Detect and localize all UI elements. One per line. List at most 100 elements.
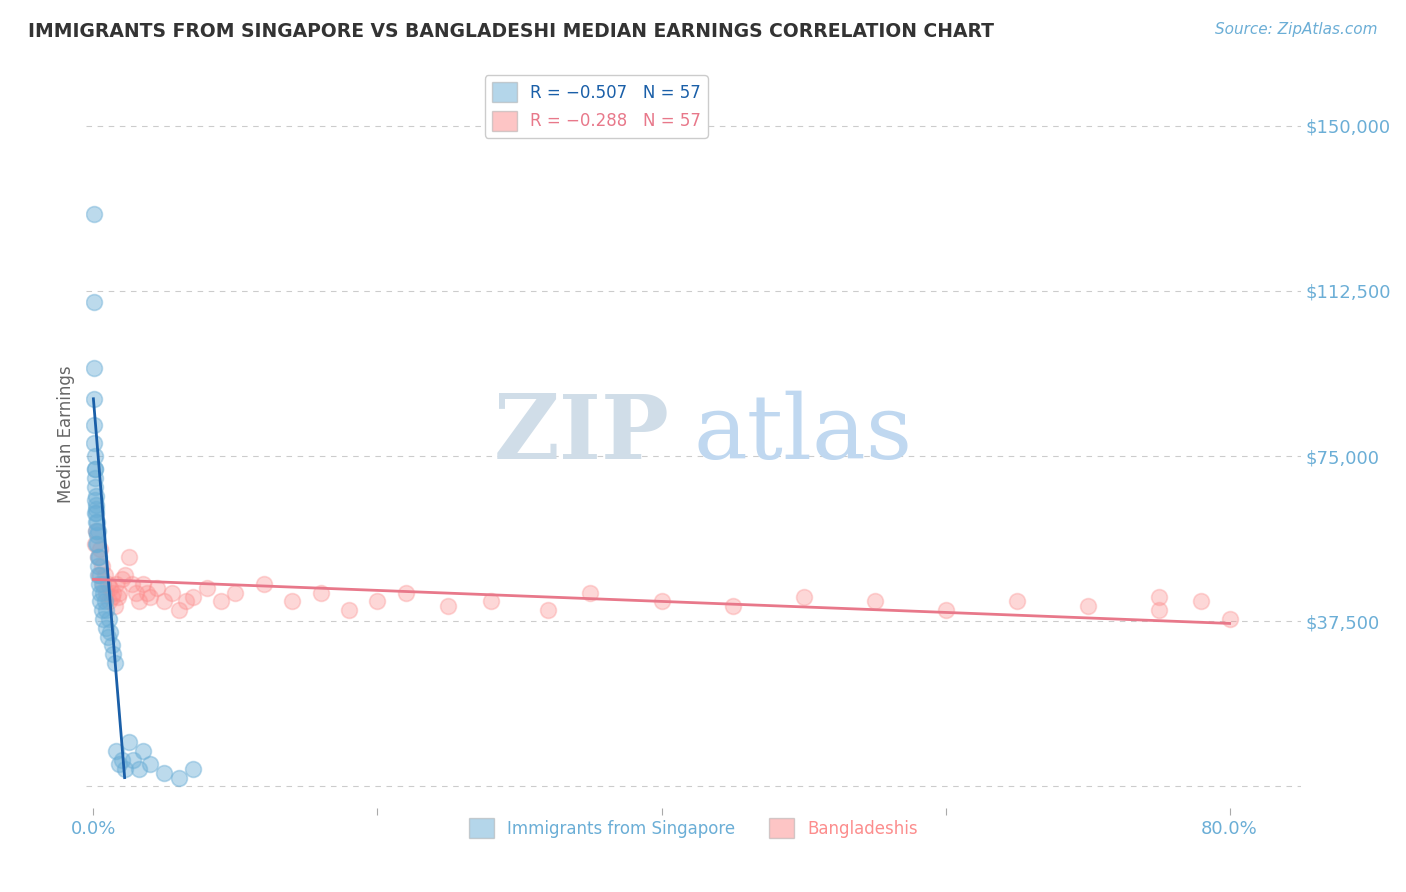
- Point: [90, 559, 112, 574]
- Point: [86, 537, 108, 551]
- Point: [87, 550, 110, 565]
- Point: [84, 471, 107, 485]
- Point: [83, 462, 105, 476]
- Point: [1147, 603, 1170, 617]
- Point: [89, 594, 111, 608]
- Point: [181, 762, 204, 776]
- Point: [100, 625, 122, 640]
- Point: [128, 762, 150, 776]
- Point: [108, 585, 131, 599]
- Point: [86, 550, 108, 565]
- Point: [122, 753, 145, 767]
- Point: [84, 515, 107, 529]
- Point: [83, 360, 105, 375]
- Point: [83, 537, 105, 551]
- Point: [103, 647, 125, 661]
- Point: [139, 757, 162, 772]
- Point: [84, 498, 107, 512]
- Point: [209, 594, 232, 608]
- Point: [153, 594, 176, 608]
- Point: [90, 603, 112, 617]
- Point: [83, 207, 105, 221]
- Point: [91, 585, 114, 599]
- Point: [83, 449, 105, 463]
- Point: [128, 594, 150, 608]
- Point: [104, 599, 127, 613]
- Point: [118, 735, 141, 749]
- Point: [83, 435, 105, 450]
- Point: [87, 559, 110, 574]
- Point: [1077, 599, 1099, 613]
- Point: [281, 594, 304, 608]
- Point: [97, 630, 120, 644]
- Point: [87, 576, 110, 591]
- Point: [86, 515, 108, 529]
- Point: [84, 506, 107, 520]
- Point: [96, 585, 118, 599]
- Point: [105, 576, 128, 591]
- Point: [83, 392, 105, 406]
- Point: [103, 585, 125, 599]
- Point: [96, 621, 118, 635]
- Point: [89, 568, 111, 582]
- Point: [94, 594, 117, 608]
- Point: [167, 603, 190, 617]
- Point: [136, 585, 159, 599]
- Point: [87, 568, 110, 582]
- Point: [793, 590, 815, 604]
- Point: [132, 576, 155, 591]
- Text: Source: ZipAtlas.com: Source: ZipAtlas.com: [1215, 22, 1378, 37]
- Point: [153, 766, 176, 780]
- Point: [90, 576, 112, 591]
- Point: [84, 506, 107, 520]
- Point: [84, 537, 107, 551]
- Y-axis label: Median Earnings: Median Earnings: [58, 365, 75, 503]
- Point: [105, 744, 128, 758]
- Point: [86, 524, 108, 538]
- Point: [1005, 594, 1028, 608]
- Point: [97, 576, 120, 591]
- Point: [101, 639, 124, 653]
- Point: [100, 581, 122, 595]
- Point: [96, 603, 118, 617]
- Point: [309, 585, 332, 599]
- Legend: Immigrants from Singapore, Bangladeshis: Immigrants from Singapore, Bangladeshis: [463, 812, 925, 845]
- Point: [366, 594, 388, 608]
- Point: [83, 480, 105, 494]
- Point: [118, 550, 141, 565]
- Point: [108, 757, 131, 772]
- Point: [84, 502, 107, 516]
- Point: [863, 594, 886, 608]
- Point: [1147, 590, 1170, 604]
- Text: IMMIGRANTS FROM SINGAPORE VS BANGLADESHI MEDIAN EARNINGS CORRELATION CHART: IMMIGRANTS FROM SINGAPORE VS BANGLADESHI…: [28, 22, 994, 41]
- Point: [721, 599, 744, 613]
- Point: [89, 585, 111, 599]
- Point: [111, 753, 134, 767]
- Point: [111, 573, 134, 587]
- Point: [87, 568, 110, 582]
- Text: ZIP: ZIP: [494, 391, 669, 477]
- Point: [101, 590, 124, 604]
- Point: [98, 612, 121, 626]
- Point: [94, 568, 117, 582]
- Point: [195, 581, 218, 595]
- Point: [91, 612, 114, 626]
- Point: [537, 603, 560, 617]
- Point: [84, 489, 107, 503]
- Point: [84, 493, 107, 508]
- Point: [98, 594, 121, 608]
- Point: [114, 568, 136, 582]
- Point: [395, 585, 418, 599]
- Point: [167, 771, 190, 785]
- Point: [1189, 594, 1212, 608]
- Text: atlas: atlas: [693, 391, 912, 478]
- Point: [146, 581, 169, 595]
- Point: [1219, 612, 1241, 626]
- Point: [121, 576, 143, 591]
- Point: [107, 590, 129, 604]
- Point: [83, 294, 105, 309]
- Point: [86, 528, 108, 542]
- Point: [160, 585, 183, 599]
- Point: [83, 462, 105, 476]
- Point: [935, 603, 957, 617]
